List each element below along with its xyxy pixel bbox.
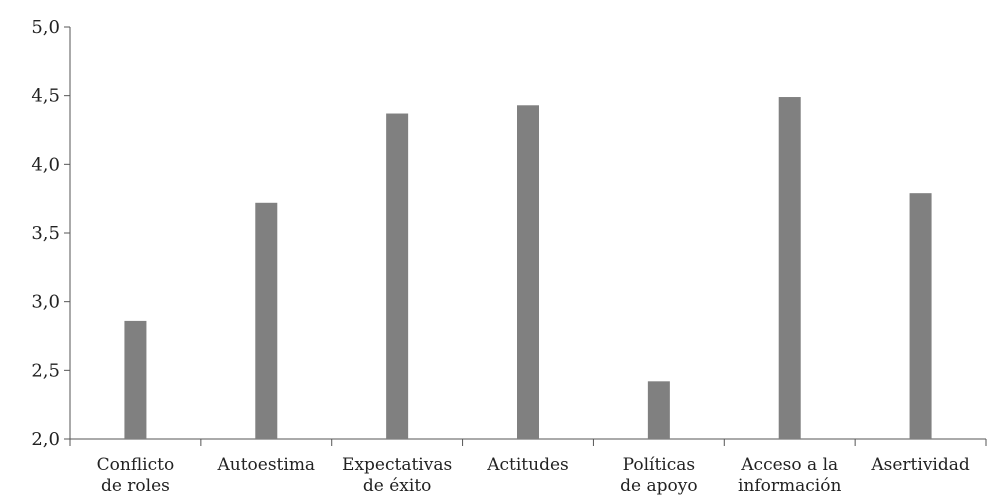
category-label: Actitudes bbox=[486, 455, 569, 475]
category-label-line: información bbox=[738, 476, 841, 496]
category-label-line: Autoestima bbox=[216, 455, 315, 475]
category-label: Expectativas de éxito bbox=[342, 455, 452, 496]
y-tick-label: 4,5 bbox=[31, 86, 60, 107]
category-label-line: Asertividad bbox=[870, 455, 970, 475]
y-tick-label: 2,5 bbox=[31, 360, 60, 381]
category-label-line: Conflicto bbox=[97, 455, 175, 475]
bar bbox=[909, 193, 932, 439]
y-tick-label: 3,5 bbox=[31, 223, 60, 244]
category-label-line: Políticas bbox=[623, 455, 696, 475]
category-label: Autoestima bbox=[216, 455, 315, 475]
category-label-line: Expectativas bbox=[342, 455, 452, 475]
y-tick-label: 4,0 bbox=[31, 154, 60, 175]
category-label-line: Acceso a la bbox=[740, 455, 838, 475]
y-tick-label: 5,0 bbox=[31, 17, 60, 38]
bar bbox=[647, 381, 670, 439]
category-label: Conflicto de roles bbox=[97, 455, 175, 496]
bar bbox=[517, 105, 539, 439]
y-tick-label: 2,0 bbox=[31, 429, 60, 450]
category-label: Acceso a la información bbox=[738, 455, 841, 496]
category-label: Asertividad bbox=[870, 455, 970, 475]
category-label: Políticas de apoyo bbox=[620, 455, 697, 496]
bars bbox=[124, 97, 932, 440]
category-label-line: de apoyo bbox=[620, 476, 697, 496]
x-axis bbox=[69, 438, 987, 446]
bar bbox=[255, 202, 278, 439]
category-label-line: de roles bbox=[101, 476, 170, 496]
bar bbox=[778, 97, 801, 439]
category-label-line: Actitudes bbox=[486, 455, 569, 475]
bar bbox=[124, 320, 147, 439]
bar bbox=[386, 113, 409, 440]
y-axis: 2,0 2,5 3,0 3,5 4,0 4,5 5,0 bbox=[31, 17, 71, 450]
category-label-line: de éxito bbox=[363, 476, 432, 496]
y-tick-label: 3,0 bbox=[31, 292, 60, 313]
